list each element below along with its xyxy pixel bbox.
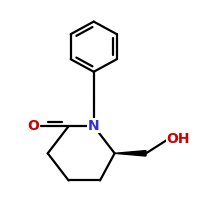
Text: O: O: [28, 119, 39, 133]
Polygon shape: [115, 151, 146, 156]
Text: N: N: [88, 119, 100, 133]
Text: OH: OH: [167, 132, 190, 146]
